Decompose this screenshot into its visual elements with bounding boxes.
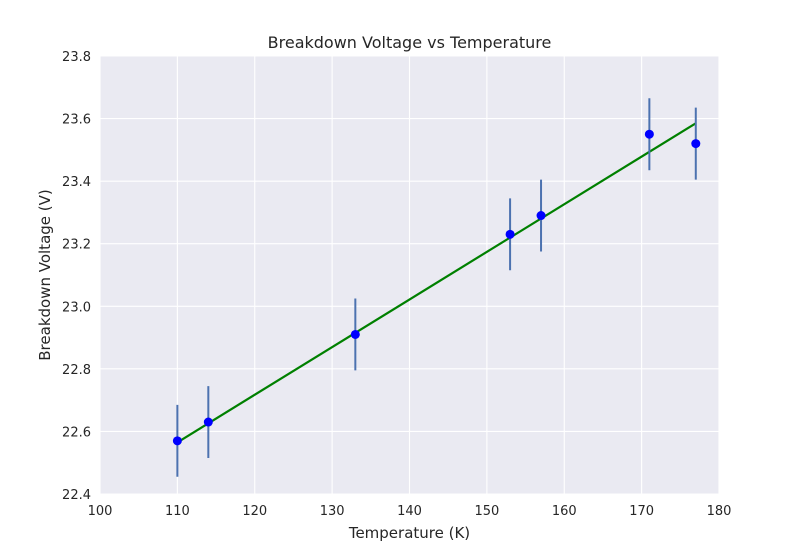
- y-tick-label: 23.6: [62, 113, 91, 128]
- y-tick-label: 23.4: [62, 175, 91, 190]
- y-tick-labels: 22.4 22.6 22.8 23.0 23.2 23.4 23.6 23.8: [62, 50, 91, 503]
- x-axis-label: Temperature (K): [348, 524, 470, 542]
- y-tick-label: 23.2: [62, 238, 91, 253]
- y-tick-label: 23.0: [62, 300, 91, 315]
- data-point: [536, 211, 546, 221]
- grid-lines: [99, 55, 720, 495]
- data-point: [203, 417, 213, 427]
- x-tick-labels: 100 110 120 130 140 150 160 170 180: [88, 504, 732, 519]
- x-tick-label: 180: [707, 504, 732, 519]
- x-tick-label: 160: [552, 504, 577, 519]
- x-tick-label: 100: [88, 504, 113, 519]
- y-axis-label: Breakdown Voltage (V): [36, 189, 54, 360]
- y-tick-label: 22.6: [62, 425, 91, 440]
- data-point: [350, 329, 360, 339]
- x-tick-label: 110: [165, 504, 190, 519]
- points-group: [172, 129, 701, 446]
- data-point: [172, 436, 182, 446]
- fit-line: [176, 122, 697, 444]
- x-tick-label: 130: [320, 504, 345, 519]
- x-tick-label: 150: [474, 504, 499, 519]
- y-tick-label: 22.8: [62, 363, 91, 378]
- fit-line-group: [176, 122, 697, 444]
- data-point: [505, 229, 515, 239]
- y-tick-label: 22.4: [62, 488, 91, 503]
- x-tick-label: 120: [242, 504, 267, 519]
- x-tick-label: 140: [397, 504, 422, 519]
- x-tick-label: 170: [629, 504, 654, 519]
- data-point: [644, 129, 654, 139]
- y-tick-label: 23.8: [62, 50, 91, 65]
- chart-title: Breakdown Voltage vs Temperature: [268, 33, 552, 52]
- data-point: [691, 139, 701, 149]
